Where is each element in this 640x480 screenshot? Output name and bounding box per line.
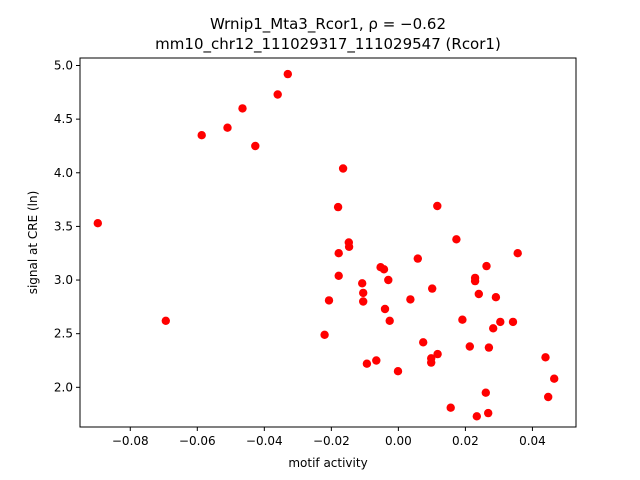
x-tick-label: −0.02 — [313, 434, 350, 448]
data-point-37 — [458, 315, 467, 324]
data-point-27 — [406, 295, 415, 304]
y-axis-ticks: 2.0 2.5 3.0 3.5 4.0 4.5 5.0 — [54, 59, 80, 394]
data-point-2 — [197, 131, 206, 140]
data-point-42 — [474, 289, 483, 299]
data-point-50 — [508, 317, 518, 327]
x-tick-label: −0.08 — [112, 434, 149, 448]
data-point-34 — [433, 349, 442, 359]
data-point-41 — [472, 412, 481, 421]
y-tick-label: 3.5 — [54, 219, 73, 233]
data-point-26 — [393, 367, 403, 376]
data-point-3 — [223, 123, 232, 132]
data-point-31 — [427, 358, 436, 367]
data-point-44 — [482, 261, 491, 271]
data-point-52 — [541, 353, 550, 362]
x-axis-ticks: −0.08 −0.06 −0.04 −0.02 0.00 0.02 0.04 — [112, 427, 546, 448]
data-point-29 — [419, 338, 428, 347]
data-point-6 — [273, 90, 282, 99]
data-point-54 — [550, 374, 559, 383]
data-point-19 — [362, 359, 372, 368]
data-point-38 — [465, 342, 474, 351]
data-point-40 — [470, 276, 480, 286]
data-point-24 — [384, 275, 393, 285]
data-point-43 — [481, 388, 490, 397]
plot-frame — [79, 57, 577, 428]
data-point-10 — [333, 202, 343, 212]
y-axis-label: signal at CRE (ln) — [26, 191, 40, 295]
data-point-23 — [380, 304, 390, 314]
y-tick-label: 5.0 — [54, 59, 73, 73]
data-point-47 — [489, 324, 498, 333]
data-point-9 — [324, 296, 334, 305]
data-point-7 — [283, 69, 292, 79]
data-points — [93, 69, 559, 421]
x-tick-label: 0.04 — [519, 434, 546, 448]
data-point-13 — [338, 164, 348, 173]
y-tick-label: 2.0 — [54, 380, 73, 394]
data-point-22 — [379, 265, 389, 274]
data-point-32 — [428, 284, 437, 293]
y-tick-label: 4.0 — [54, 166, 73, 180]
x-axis-label: motif activity — [288, 456, 367, 470]
data-point-48 — [491, 293, 501, 302]
data-point-5 — [251, 141, 260, 151]
data-point-25 — [385, 316, 394, 325]
data-point-11 — [334, 271, 343, 280]
data-point-36 — [452, 235, 461, 244]
data-point-28 — [413, 254, 422, 263]
y-tick-label: 3.0 — [54, 273, 73, 287]
chart-title-line1: Wrnip1_Mta3_Rcor1, ρ = −0.62 — [210, 15, 446, 34]
data-point-0 — [93, 219, 103, 228]
x-tick-label: −0.06 — [179, 434, 216, 448]
data-point-33 — [433, 201, 442, 211]
x-tick-label: 0.00 — [385, 434, 412, 448]
data-point-53 — [544, 392, 553, 402]
data-point-51 — [513, 249, 522, 258]
data-point-8 — [320, 330, 329, 339]
data-point-20 — [372, 356, 381, 365]
y-tick-label: 2.5 — [54, 327, 73, 341]
x-tick-label: 0.02 — [452, 434, 479, 448]
x-tick-label: −0.04 — [246, 434, 283, 448]
data-point-18 — [359, 297, 368, 306]
data-point-12 — [334, 249, 343, 258]
data-point-46 — [484, 343, 494, 352]
y-tick-label: 4.5 — [54, 112, 73, 126]
data-point-49 — [496, 317, 505, 327]
data-point-1 — [161, 316, 170, 325]
data-point-4 — [238, 104, 247, 113]
data-point-35 — [446, 403, 455, 412]
data-point-45 — [484, 408, 493, 418]
data-point-15 — [344, 242, 354, 251]
chart-title-line2: mm10_chr12_111029317_111029547 (Rcor1) — [155, 35, 501, 54]
data-point-17 — [359, 288, 368, 298]
data-point-16 — [358, 279, 367, 288]
